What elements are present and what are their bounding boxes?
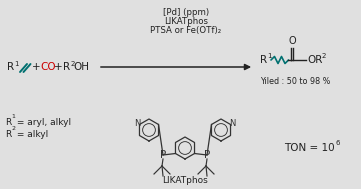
Text: +: +: [32, 62, 41, 72]
Text: = alkyl: = alkyl: [14, 130, 49, 139]
Text: R: R: [5, 118, 11, 127]
Text: LIKATphos: LIKATphos: [164, 17, 208, 26]
Text: R: R: [63, 62, 70, 72]
Text: P: P: [204, 150, 210, 160]
Text: N: N: [135, 119, 141, 128]
Text: 1: 1: [12, 115, 16, 119]
Text: R: R: [7, 62, 14, 72]
Text: = aryl, alkyl: = aryl, alkyl: [14, 118, 71, 127]
Text: 1: 1: [268, 53, 272, 60]
Text: P: P: [160, 150, 166, 160]
Text: [Pd] (ppm): [Pd] (ppm): [163, 8, 209, 17]
Text: R: R: [5, 130, 11, 139]
Text: 6: 6: [336, 140, 340, 146]
Text: N: N: [229, 119, 235, 128]
Text: 2: 2: [322, 53, 326, 60]
Text: 2: 2: [70, 60, 75, 67]
Text: O: O: [288, 36, 296, 46]
Text: CO: CO: [40, 62, 56, 72]
Text: Yiled : 50 to 98 %: Yiled : 50 to 98 %: [260, 77, 330, 86]
Text: PTSA or Fe(OTf)₂: PTSA or Fe(OTf)₂: [151, 26, 222, 35]
Text: OR: OR: [307, 55, 322, 65]
Text: +: +: [54, 62, 62, 72]
Text: 2: 2: [12, 126, 16, 132]
Text: OH: OH: [74, 62, 90, 72]
Text: R: R: [260, 55, 267, 65]
Text: LIKATphos: LIKATphos: [162, 176, 208, 185]
Text: 1: 1: [14, 60, 19, 67]
Text: TON = 10: TON = 10: [284, 143, 335, 153]
